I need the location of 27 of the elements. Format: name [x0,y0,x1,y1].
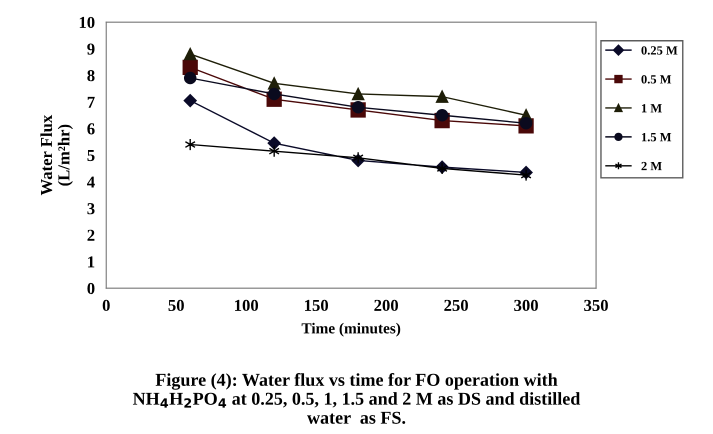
x-tick-label: 250 [444,300,468,312]
x-tick-label: 150 [305,300,328,312]
y-axis-title: Water Flux (L/m²hr) [40,114,73,196]
legend-label: 1.5 M [642,132,672,142]
y-tick-label: 1 [88,256,94,268]
x-axis-title: Time (minutes) [302,322,400,337]
y-tick-label: 5 [87,150,95,162]
x-tick-label: 200 [374,300,398,312]
y-tick-label: 9 [87,43,95,55]
y-tick-label: 8 [87,70,95,82]
x-tick-label: 50 [168,300,184,312]
y-tick-label: 4 [87,176,95,188]
y-tick-label: 10 [80,16,94,28]
legend-label: 1 M [642,104,662,112]
x-tick-label: 300 [514,300,538,312]
y-tick-label: 3 [87,203,95,214]
text: Figure (4): Water flux vs time for FO operation with NH$_{4}$H$_{2}$PO$_{4}$ at 0.25, 0.5, 1, 1.5 and 2 M as DS and distilled water as FS. [132,373,580,424]
y-tick-label: 7 [88,96,95,108]
y-tick-label: 0 [87,282,94,294]
x-tick-label: 0 [102,300,110,312]
y-tick-label: 6 [87,123,95,134]
y-tick-label: 2 [87,230,94,241]
x-tick-label: 350 [584,300,608,312]
legend-label: 2 M [641,162,662,170]
legend-label: 0.25 M [641,46,678,55]
x-tick-label: 100 [235,300,258,312]
legend-label: 0.5 M [641,75,672,84]
